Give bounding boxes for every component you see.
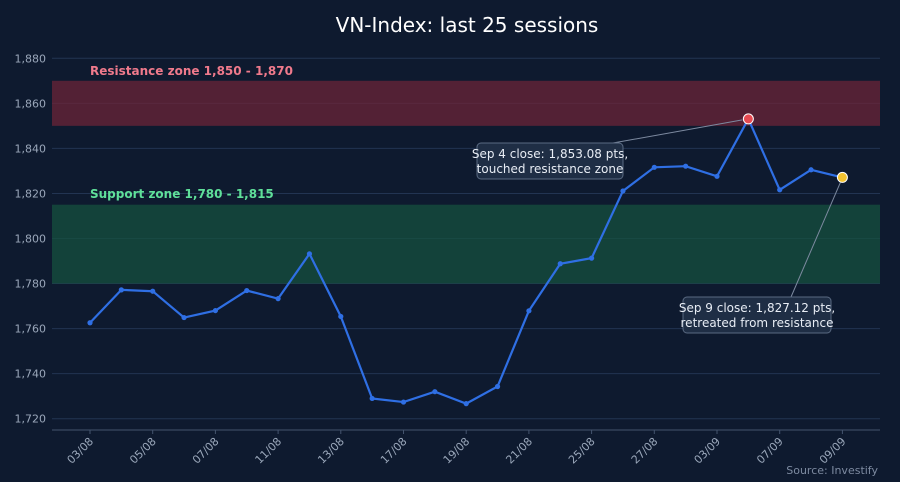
data-point bbox=[808, 167, 814, 173]
x-tick-label: 17/08 bbox=[378, 435, 410, 467]
data-point bbox=[463, 401, 469, 407]
data-point bbox=[683, 163, 689, 169]
annotation-sep4-line1: Sep 4 close: 1,853.08 pts, bbox=[472, 147, 628, 161]
highlight-point-sep4 bbox=[742, 113, 754, 125]
highlight-point-sep9 bbox=[836, 171, 848, 183]
x-tick-label: 09/09 bbox=[817, 435, 849, 467]
y-tick-label: 1,840 bbox=[15, 142, 47, 155]
y-tick-label: 1,860 bbox=[15, 97, 47, 110]
annotation-sep9-line1: Sep 9 close: 1,827.12 pts, bbox=[679, 301, 835, 315]
y-tick-label: 1,740 bbox=[15, 368, 47, 381]
support-zone-label: Support zone 1,780 - 1,815 bbox=[90, 187, 274, 201]
x-tick-label: 07/08 bbox=[190, 435, 222, 467]
annotation-arrow-sep9 bbox=[790, 182, 841, 298]
data-point bbox=[244, 287, 250, 294]
y-axis: 1,720 1,740 1,760 1,780 1,800 1,820 1,840 1,860… bbox=[15, 52, 47, 425]
y-tick-label: 1,760 bbox=[15, 323, 47, 336]
source-note: Source: Investify bbox=[786, 464, 878, 477]
resistance-zone bbox=[52, 80, 880, 126]
data-point bbox=[150, 288, 156, 294]
data-point bbox=[714, 173, 720, 179]
x-tick-label: 27/08 bbox=[629, 435, 661, 467]
data-point bbox=[369, 395, 375, 402]
data-point bbox=[432, 389, 438, 395]
y-tick-label: 1,780 bbox=[15, 278, 47, 291]
x-tick-label: 03/09 bbox=[692, 435, 724, 467]
data-point bbox=[777, 187, 783, 193]
data-point bbox=[181, 314, 187, 321]
data-points bbox=[87, 113, 848, 407]
data-point bbox=[87, 320, 93, 326]
x-tick-label: 19/08 bbox=[441, 435, 473, 467]
data-point bbox=[118, 287, 124, 293]
annotation-box-sep4 bbox=[476, 142, 624, 180]
resistance-zone-label: Resistance zone 1,850 - 1,870 bbox=[90, 64, 293, 78]
y-tick-label: 1,720 bbox=[15, 413, 47, 426]
data-point bbox=[557, 261, 563, 267]
support-zone bbox=[52, 204, 880, 284]
annotation-box-sep9 bbox=[682, 296, 832, 334]
y-tick-label: 1,880 bbox=[15, 52, 47, 65]
x-tick-label: 03/08 bbox=[65, 435, 97, 467]
annotation-sep9-line2: retreated from resistance bbox=[681, 316, 834, 330]
annotation-arrow-sep4 bbox=[612, 119, 743, 144]
data-point bbox=[494, 383, 501, 390]
data-point bbox=[338, 313, 344, 320]
data-point bbox=[620, 188, 626, 194]
y-tick-label: 1,820 bbox=[15, 187, 47, 200]
x-tick-label: 25/08 bbox=[566, 435, 598, 467]
x-tick-label: 05/08 bbox=[127, 435, 159, 467]
data-point bbox=[589, 255, 595, 261]
data-point bbox=[275, 296, 281, 302]
data-point bbox=[212, 307, 218, 314]
data-point bbox=[651, 164, 657, 170]
x-tick-label: 07/09 bbox=[754, 435, 786, 467]
data-point bbox=[526, 308, 532, 314]
annotations: Sep 4 close: 1,853.08 pts, touched resis… bbox=[472, 119, 841, 334]
x-axis: 03/08 05/08 07/08 11/08 13/08 17/08 19/08 21/08… bbox=[65, 430, 849, 467]
y-tick-label: 1,800 bbox=[15, 233, 47, 246]
data-point bbox=[400, 399, 407, 405]
data-point bbox=[306, 251, 313, 257]
x-tick-label: 13/08 bbox=[315, 435, 347, 467]
x-tick-label: 11/08 bbox=[253, 435, 285, 467]
x-tick-label: 21/08 bbox=[503, 435, 535, 467]
annotation-sep4-line2: touched resistance zone bbox=[477, 162, 624, 176]
chart-title: VN-Index: last 25 sessions bbox=[336, 13, 599, 37]
zones: Resistance zone 1,850 - 1,870 Support zo… bbox=[52, 64, 880, 284]
